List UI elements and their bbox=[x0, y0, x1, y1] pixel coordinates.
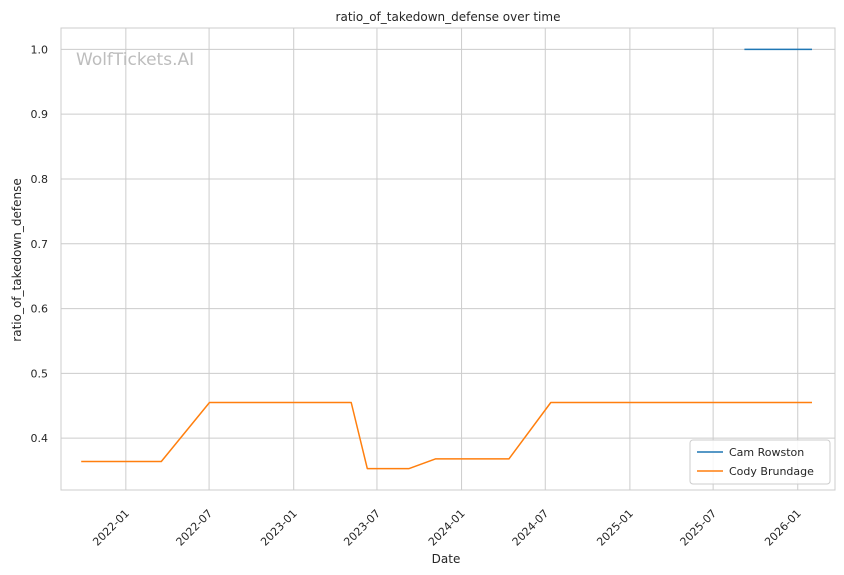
chart-title: ratio_of_takedown_defense over time bbox=[336, 10, 561, 24]
series-line-cody-brundage bbox=[81, 401, 812, 470]
y-tick-label: 0.5 bbox=[31, 367, 49, 380]
y-tick-label: 0.4 bbox=[31, 432, 49, 445]
y-tick-label: 0.8 bbox=[31, 173, 49, 186]
y-tick-label: 0.6 bbox=[31, 303, 49, 316]
plot-area bbox=[61, 28, 835, 490]
legend-label-cody-brundage: Cody Brundage bbox=[729, 465, 814, 478]
y-tick-label: 0.9 bbox=[31, 108, 49, 121]
y-tick-label: 1.0 bbox=[31, 43, 49, 56]
watermark: WolfTickets.AI bbox=[76, 50, 194, 70]
plot-frame bbox=[60, 27, 836, 491]
series-layer bbox=[81, 48, 812, 470]
y-axis: 0.4 0.5 0.6 0.7 0.8 0.9 1.0 bbox=[31, 43, 49, 445]
x-axis-title: Date bbox=[432, 552, 461, 566]
y-axis-title: ratio_of_takedown_defense bbox=[10, 178, 24, 341]
legend-box bbox=[689, 439, 831, 485]
grid bbox=[61, 28, 835, 490]
y-tick-label: 0.7 bbox=[31, 238, 49, 251]
legend-label-cam-rowston: Cam Rowston bbox=[729, 446, 804, 459]
legend: Cam Rowston Cody Brundage bbox=[689, 439, 831, 485]
